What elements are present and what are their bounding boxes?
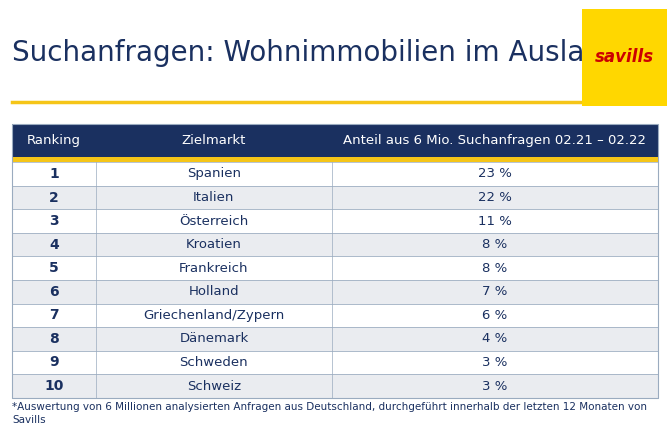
FancyBboxPatch shape [12, 186, 658, 210]
Text: Ranking: Ranking [27, 134, 81, 147]
Text: Italien: Italien [193, 191, 234, 204]
Text: 4: 4 [49, 238, 59, 251]
Text: Österreich: Österreich [180, 215, 249, 228]
FancyBboxPatch shape [12, 124, 658, 157]
Text: 7 %: 7 % [482, 285, 508, 298]
Text: 5: 5 [49, 261, 59, 275]
FancyBboxPatch shape [12, 304, 658, 327]
Text: 3 %: 3 % [482, 356, 508, 369]
Text: 23 %: 23 % [478, 168, 512, 180]
Text: 22 %: 22 % [478, 191, 512, 204]
FancyBboxPatch shape [12, 327, 658, 351]
Text: 1: 1 [49, 167, 59, 181]
Text: Anteil aus 6 Mio. Suchanfragen 02.21 – 02.22: Anteil aus 6 Mio. Suchanfragen 02.21 – 0… [343, 134, 647, 147]
Text: 10: 10 [44, 379, 64, 393]
Text: Griechenland/Zypern: Griechenland/Zypern [143, 309, 285, 322]
Text: Schweiz: Schweiz [187, 380, 241, 392]
Text: 7: 7 [49, 309, 59, 322]
Text: Zielmarkt: Zielmarkt [182, 134, 246, 147]
Text: Spanien: Spanien [187, 168, 241, 180]
Text: Holland: Holland [188, 285, 239, 298]
Text: Suchanfragen: Wohnimmobilien im Ausland: Suchanfragen: Wohnimmobilien im Ausland [12, 39, 620, 67]
FancyBboxPatch shape [12, 351, 658, 374]
FancyBboxPatch shape [12, 374, 658, 398]
FancyBboxPatch shape [582, 9, 667, 106]
Text: 8: 8 [49, 332, 59, 346]
Text: 9: 9 [49, 355, 59, 370]
FancyBboxPatch shape [12, 256, 658, 280]
Text: 6: 6 [49, 285, 59, 299]
Text: *Auswertung von 6 Millionen analysierten Anfragen aus Deutschland, durchgeführt : *Auswertung von 6 Millionen analysierten… [12, 402, 647, 425]
Text: Kroatien: Kroatien [186, 238, 242, 251]
Text: 8 %: 8 % [482, 262, 507, 275]
FancyBboxPatch shape [12, 210, 658, 233]
Text: Schweden: Schweden [180, 356, 248, 369]
FancyBboxPatch shape [12, 280, 658, 304]
Text: 4 %: 4 % [482, 332, 507, 345]
Text: Frankreich: Frankreich [179, 262, 249, 275]
FancyBboxPatch shape [12, 157, 658, 162]
FancyBboxPatch shape [12, 162, 658, 186]
Text: Dänemark: Dänemark [180, 332, 249, 345]
Text: 8 %: 8 % [482, 238, 507, 251]
FancyBboxPatch shape [12, 233, 658, 256]
Text: 3: 3 [49, 214, 59, 228]
Text: 3 %: 3 % [482, 380, 508, 392]
Text: savills: savills [594, 49, 654, 66]
Text: 11 %: 11 % [478, 215, 512, 228]
Text: 2: 2 [49, 191, 59, 205]
Text: 6 %: 6 % [482, 309, 507, 322]
